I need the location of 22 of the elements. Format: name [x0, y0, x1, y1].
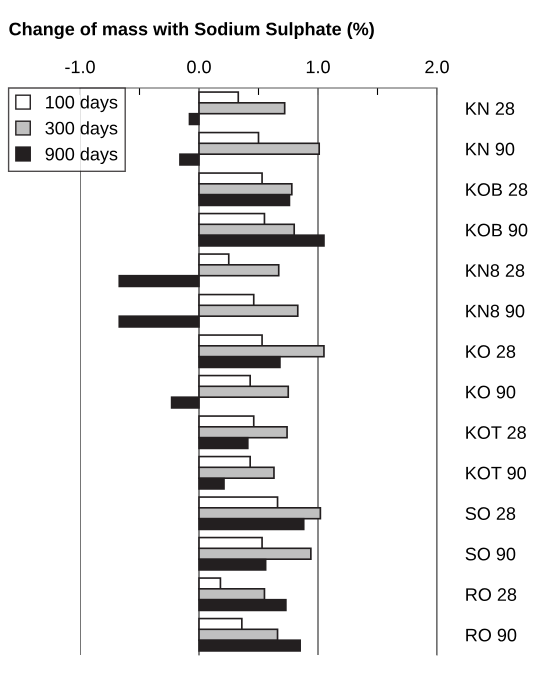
y-tick-label: KN8 28 [466, 264, 524, 277]
y-tick-label: KOT 90 [466, 466, 526, 480]
y-tick-label: KO 90 [466, 386, 516, 398]
y-tick-label: KN8 90 [466, 304, 524, 318]
y-tick-label: RO 28 [466, 588, 516, 601]
x-tick-label: 0.0 [187, 60, 211, 74]
chart-title: Change of mass with Sodium Sulphate (%) [9, 22, 374, 40]
x-tick-label: -1.0 [65, 60, 95, 74]
y-tick-label: SO 90 [466, 548, 516, 560]
y-tick-label: KOB 28 [466, 183, 528, 196]
legend-label: 300 days [45, 121, 118, 138]
legend-label: 900 days [46, 147, 118, 164]
y-tick-label: KOB 90 [466, 224, 528, 236]
y-tick-label: KOT 28 [466, 426, 526, 439]
y-tick-label: RO 90 [466, 628, 516, 642]
y-tick-label: SO 28 [466, 507, 516, 520]
x-tick-label: 2.0 [425, 60, 449, 74]
legend-label: 100 days [46, 95, 118, 112]
y-tick-label: KN 90 [466, 142, 514, 156]
x-tick-label: 1.0 [306, 60, 330, 74]
y-tick-label: KN 28 [466, 102, 514, 115]
y-tick-label: KO 28 [466, 345, 516, 358]
